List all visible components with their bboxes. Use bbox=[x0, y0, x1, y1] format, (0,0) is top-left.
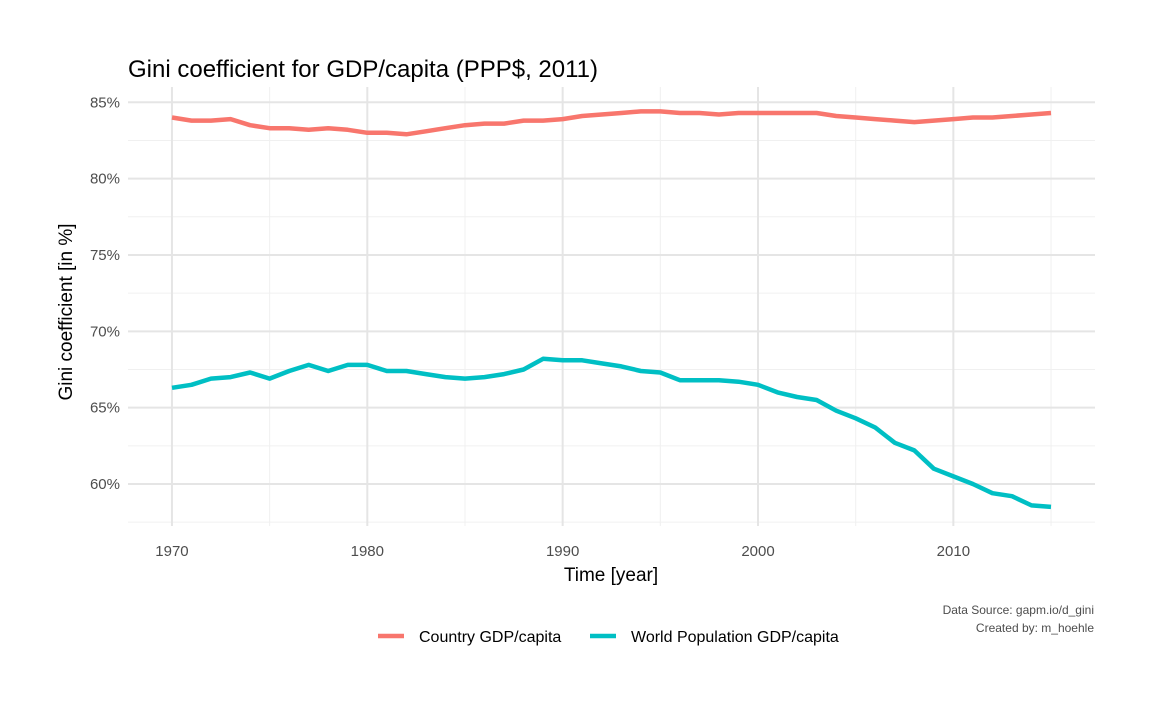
x-axis-title: Time [year] bbox=[564, 565, 658, 586]
y-tick-label: 80% bbox=[90, 171, 120, 188]
series-line-2 bbox=[171, 356, 1052, 510]
x-tick-label: 1970 bbox=[155, 543, 188, 560]
x-tick-labels: 1970 1980 1990 2000 2010 bbox=[155, 543, 970, 560]
x-tick-label: 2010 bbox=[937, 543, 970, 560]
legend-label-1: Country GDP/capita bbox=[419, 629, 561, 646]
caption-created-by: Created by: m_hoehle bbox=[976, 621, 1094, 635]
chart-title: Gini coefficient for GDP/capita (PPP$, 2… bbox=[128, 56, 598, 83]
x-tick-label: 1990 bbox=[546, 543, 579, 560]
y-tick-label: 85% bbox=[90, 94, 120, 111]
y-tick-label: 70% bbox=[90, 323, 120, 340]
grid bbox=[128, 87, 1095, 526]
y-tick-label: 60% bbox=[90, 476, 120, 493]
series-line-1 bbox=[171, 109, 1052, 137]
legend: Country GDP/capita World Population GDP/c… bbox=[378, 629, 839, 646]
x-tick-label: 1980 bbox=[351, 543, 384, 560]
x-tick-label: 2000 bbox=[741, 543, 774, 560]
caption-data-source: Data Source: gapm.io/d_gini bbox=[943, 603, 1094, 617]
y-tick-label: 65% bbox=[90, 400, 120, 417]
y-tick-labels: 60% 65% 70% 75% 80% 85% bbox=[90, 94, 120, 493]
legend-label-2: World Population GDP/capita bbox=[631, 629, 839, 646]
series-lines bbox=[171, 109, 1052, 510]
y-axis-title: Gini coefficient [in %] bbox=[56, 223, 77, 400]
y-tick-label: 75% bbox=[90, 247, 120, 264]
